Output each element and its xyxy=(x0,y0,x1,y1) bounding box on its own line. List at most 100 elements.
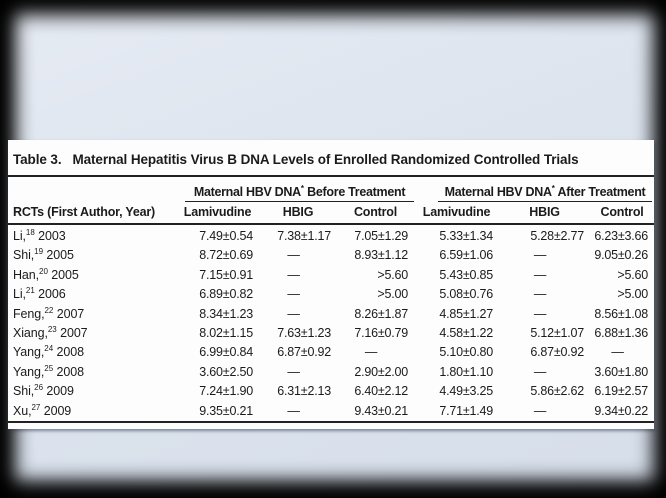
value-cell: 6.59±1.06 xyxy=(439,248,494,263)
group-after-text: Maternal HBV DNA xyxy=(444,185,552,199)
no-data-cell: — xyxy=(287,287,300,302)
footnote-asterisk: * xyxy=(300,183,304,193)
rct-label: Xu,27 2009 xyxy=(13,402,72,418)
value-cell: 9.43±0.21 xyxy=(354,403,409,418)
value-cell: 3.60±1.80 xyxy=(594,364,649,379)
value-cell: 6.99±0.84 xyxy=(199,345,253,360)
table-row: Xu,27 2009 9.35±0.21 — 9.43±0.21 7.71±1.49 — 9… xyxy=(8,402,654,422)
value-cell: 7.71±1.49 xyxy=(439,403,494,418)
reference-number: 22 xyxy=(44,305,54,315)
no-data-cell: — xyxy=(287,364,300,379)
column-group-after-treatment: Maternal HBV DNA* After Treatment xyxy=(414,177,654,202)
reference-number: 23 xyxy=(47,324,57,334)
value-cell: 5.43±0.85 xyxy=(439,267,494,282)
no-data-cell: — xyxy=(287,267,300,282)
value-cell: 8.02±1.15 xyxy=(199,326,253,341)
reference-number: 25 xyxy=(44,363,54,373)
rct-table: Maternal HBV DNA* Before Treatment Mater… xyxy=(8,177,655,424)
value-cell: 6.31±2.13 xyxy=(277,384,331,399)
rct-label: Li,21 2006 xyxy=(13,286,66,302)
table-row: Feng,22 2007 8.34±1.23 — 8.26±1.87 4.85±1.27… xyxy=(8,305,654,324)
reference-number: 19 xyxy=(34,247,44,257)
no-data-cell: — xyxy=(533,267,547,282)
reference-number: 20 xyxy=(39,266,48,276)
column-header-hbig-after: HBIG xyxy=(499,202,591,225)
value-cell: 6.87±0.92 xyxy=(530,345,585,360)
group-after-suffix: After Treatment xyxy=(554,185,646,199)
value-cell: 6.40±2.12 xyxy=(354,384,409,399)
table-row: Yang,25 2008 3.60±2.50 — 2.90±2.00 1.80±1.10… xyxy=(8,363,654,382)
value-cell: >5.60 xyxy=(617,267,649,282)
rct-label: Shi,19 2005 xyxy=(13,247,74,263)
no-data-cell: — xyxy=(533,403,547,418)
group-header-spacer xyxy=(8,177,176,202)
value-cell: >5.00 xyxy=(377,287,409,302)
no-data-cell: — xyxy=(533,306,547,321)
rct-label: Shi,26 2009 xyxy=(13,383,74,399)
reference-number: 18 xyxy=(25,227,35,237)
no-data-cell: — xyxy=(533,248,547,263)
column-header-rcts: RCTs (First Author, Year) xyxy=(8,202,176,225)
value-cell: 8.93±1.12 xyxy=(354,248,409,263)
value-cell: 7.15±0.91 xyxy=(199,267,253,282)
value-cell: 8.34±1.23 xyxy=(199,306,253,321)
value-cell: 8.72±0.69 xyxy=(199,248,253,263)
no-data-cell: — xyxy=(287,306,300,321)
value-cell: 4.58±1.22 xyxy=(439,326,494,341)
value-cell: 9.35±0.21 xyxy=(199,403,253,418)
value-cell: 2.90±2.00 xyxy=(354,364,409,379)
value-cell: 5.33±1.34 xyxy=(439,229,494,243)
group-before-suffix: Before Treatment xyxy=(304,185,406,199)
value-cell: 5.28±2.77 xyxy=(530,229,585,243)
value-cell: 5.86±2.62 xyxy=(530,384,585,399)
value-cell: 5.10±0.80 xyxy=(439,345,494,360)
column-header-row: RCTs (First Author, Year) Lamivudine HBI… xyxy=(8,202,655,225)
value-cell: 7.63±1.23 xyxy=(277,326,331,341)
reference-number: 24 xyxy=(44,344,54,354)
value-cell: 7.24±1.90 xyxy=(199,384,253,399)
value-cell: 8.26±1.87 xyxy=(354,306,409,321)
table-panel: Table 3. Maternal Hepatitis Virus B DNA L… xyxy=(8,140,655,430)
no-data-cell: — xyxy=(287,248,300,263)
column-header-control-before: Control xyxy=(337,202,415,225)
no-data-cell: — xyxy=(364,345,378,360)
value-cell: 6.19±2.57 xyxy=(594,384,649,399)
rct-label: Li,18 2003 xyxy=(13,227,66,243)
value-cell: 6.87±0.92 xyxy=(277,345,331,360)
reference-number: 26 xyxy=(34,383,44,393)
table-row: Li,18 2003 7.49±0.54 7.38±1.17 7.05±1.29 5.3… xyxy=(8,224,654,246)
table-row: Shi,26 2009 7.24±1.90 6.31±2.13 6.40±2.12 4.… xyxy=(8,382,654,401)
value-cell: 4.85±1.27 xyxy=(439,306,494,321)
column-header-lamivudine-before: Lamivudine xyxy=(176,202,259,225)
footnote-asterisk: * xyxy=(551,183,555,193)
value-cell: 9.05±0.26 xyxy=(594,248,649,263)
no-data-cell: — xyxy=(611,345,624,360)
column-header-lamivudine-after: Lamivudine xyxy=(414,202,500,225)
table-row: Xiang,23 2007 8.02±1.15 7.63±1.23 7.16±0.79… xyxy=(8,324,654,343)
table-number-label: Table 3. xyxy=(13,152,62,167)
group-label-before: Maternal HBV DNA* Before Treatment xyxy=(185,177,415,202)
value-cell: >5.00 xyxy=(617,287,649,302)
rct-label: Yang,25 2008 xyxy=(13,363,84,379)
value-cell: 5.08±0.76 xyxy=(439,287,494,302)
table-row: Han,20 2005 7.15±0.91 — >5.60 5.43±0.85 — >5.6… xyxy=(8,266,654,285)
no-data-cell: — xyxy=(287,403,300,418)
value-cell: 7.05±1.29 xyxy=(354,229,409,243)
rct-label: Xiang,23 2007 xyxy=(13,324,88,341)
value-cell: 6.88±1.36 xyxy=(594,326,649,341)
group-before-text: Maternal HBV DNA xyxy=(193,185,301,199)
group-header-row: Maternal HBV DNA* Before Treatment Mater… xyxy=(8,177,654,202)
reference-number: 21 xyxy=(25,286,35,296)
value-cell: 9.34±0.22 xyxy=(594,403,649,418)
rct-label: Yang,24 2008 xyxy=(13,344,84,360)
group-label-after: Maternal HBV DNA* After Treatment xyxy=(438,177,653,202)
table-title-text: Maternal Hepatitis Virus B DNA Levels of… xyxy=(72,152,579,167)
column-header-control-after: Control xyxy=(590,202,655,225)
value-cell: 7.16±0.79 xyxy=(354,326,409,341)
value-cell: 7.49±0.54 xyxy=(199,229,253,243)
value-cell: 6.89±0.82 xyxy=(199,287,253,302)
column-group-before-treatment: Maternal HBV DNA* Before Treatment xyxy=(176,177,415,202)
table-body: Li,18 2003 7.49±0.54 7.38±1.17 7.05±1.29 5.3… xyxy=(8,224,654,422)
value-cell: 6.23±3.66 xyxy=(594,229,649,243)
